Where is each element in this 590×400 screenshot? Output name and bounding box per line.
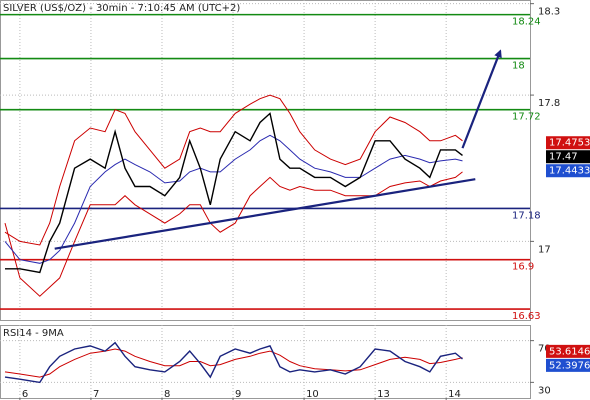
y-tick-label: 30 <box>538 385 551 396</box>
y-tick-label: 17.8 <box>538 98 560 109</box>
price-label-box <box>546 358 590 372</box>
x-tick-label: 7 <box>93 389 99 400</box>
level-label: 17.72 <box>512 112 541 123</box>
x-tick-label: 10 <box>306 389 319 400</box>
series-line <box>4 134 463 264</box>
x-tick-label: 9 <box>235 389 241 400</box>
chart-title: SILVER (US$/OZ) - 30min - 7:10:45 AM (UT… <box>3 3 240 14</box>
series-line <box>4 348 463 378</box>
trendline <box>54 178 476 250</box>
x-tick-label: 6 <box>22 389 28 400</box>
series-line <box>4 341 463 384</box>
price-label-box <box>546 136 590 150</box>
price-label: 17.4433 <box>549 166 590 177</box>
y-tick-label: 17 <box>538 244 551 255</box>
price-label: 53.6146 <box>549 346 590 357</box>
rsi-panel <box>0 325 531 399</box>
price-label: 17.4753 <box>549 138 590 149</box>
x-tick-label: 8 <box>164 389 170 400</box>
level-label: 18.24 <box>512 17 541 28</box>
price-label-box <box>546 164 590 178</box>
price-label-box <box>546 150 590 164</box>
price-label-box <box>546 344 590 358</box>
series-line <box>5 112 463 274</box>
x-tick-label: 13 <box>377 389 390 400</box>
price-label: 52.3976 <box>549 360 590 371</box>
series-line <box>4 94 463 246</box>
price-label: 17.47 <box>549 152 578 163</box>
y-tick-label: 18.3 <box>538 7 560 18</box>
level-label: 16.63 <box>512 311 541 322</box>
rsi-title: RSI14 - 9MA <box>3 328 64 339</box>
price-panel <box>0 0 531 321</box>
level-label: 17.18 <box>512 210 541 221</box>
x-tick-label: 14 <box>448 389 461 400</box>
level-label: 18 <box>512 61 525 72</box>
level-label: 16.9 <box>512 262 534 273</box>
arrow <box>461 49 502 149</box>
y-tick-label: 70 <box>538 344 551 355</box>
series-line <box>4 171 463 297</box>
